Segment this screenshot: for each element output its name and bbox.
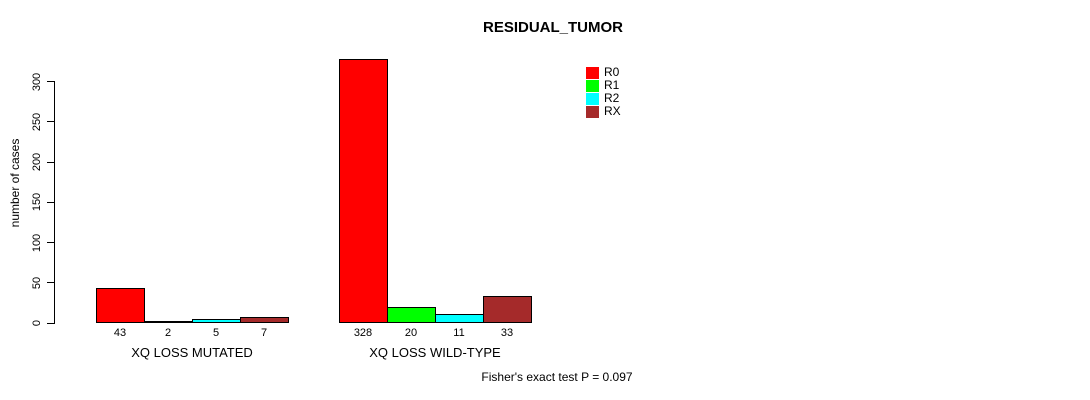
y-axis-label: number of cases xyxy=(8,138,22,228)
legend-row-R0: R0 xyxy=(586,66,621,79)
legend-label: RX xyxy=(604,104,621,118)
bar-value-label: 328 xyxy=(353,327,373,339)
legend: R0 R1 R2 RX xyxy=(586,66,621,118)
y-tick-label: 250 xyxy=(31,112,43,131)
y-tick-mark xyxy=(47,322,54,324)
legend-row-R2: R2 xyxy=(586,92,621,105)
bar-value-label: 11 xyxy=(453,327,465,339)
y-tick-label: 0 xyxy=(31,319,43,327)
category-label: XQ LOSS MUTATED xyxy=(131,345,253,360)
bar-R0-group0 xyxy=(96,288,145,323)
bar-RX-group1 xyxy=(483,296,532,323)
bar-value-label: 33 xyxy=(500,327,514,339)
bar-value-label: 43 xyxy=(113,327,127,339)
y-tick-mark xyxy=(47,242,54,243)
legend-swatch-R0 xyxy=(586,66,599,79)
legend-swatch-R1 xyxy=(586,79,599,92)
bar-RX-group0 xyxy=(240,317,289,323)
bar-R2-group1 xyxy=(435,314,484,323)
y-tick-label: 300 xyxy=(31,72,43,91)
y-tick-mark xyxy=(47,282,54,284)
y-tick-mark xyxy=(47,161,54,163)
y-tick-label: 150 xyxy=(31,193,43,212)
bar-value-label: 5 xyxy=(212,327,220,339)
bar-R0-group1 xyxy=(339,59,388,323)
legend-label: R1 xyxy=(604,78,620,92)
y-tick-mark xyxy=(47,81,54,82)
legend-swatch-RX xyxy=(586,105,599,118)
y-axis-line xyxy=(54,81,55,324)
bar-value-label: 7 xyxy=(260,327,268,339)
bar-R1-group1 xyxy=(387,307,436,323)
bar-value-label: 20 xyxy=(404,327,418,339)
y-tick-label: 100 xyxy=(31,233,43,252)
fisher-test-annotation: Fisher's exact test P = 0.097 xyxy=(481,370,633,384)
chart-title: RESIDUAL_TUMOR xyxy=(482,19,624,36)
legend-row-RX: RX xyxy=(586,105,621,118)
y-tick-mark xyxy=(47,121,54,123)
y-tick-label: 200 xyxy=(31,152,43,172)
legend-swatch-R2 xyxy=(586,92,599,105)
y-tick-mark xyxy=(47,201,54,203)
bar-value-label: 2 xyxy=(164,327,172,339)
legend-label: R0 xyxy=(604,65,620,79)
category-label: XQ LOSS WILD-TYPE xyxy=(369,345,501,360)
bar-R1-group0 xyxy=(144,321,193,323)
bar-R2-group0 xyxy=(192,319,241,323)
legend-row-R1: R1 xyxy=(586,79,621,92)
y-tick-label: 50 xyxy=(31,276,43,289)
legend-label: R2 xyxy=(604,91,620,105)
